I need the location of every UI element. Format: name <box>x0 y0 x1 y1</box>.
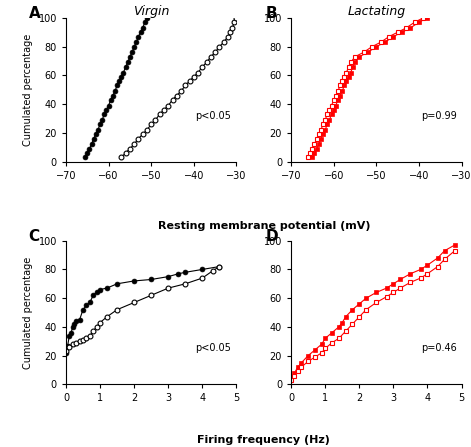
Text: p=0.99: p=0.99 <box>421 110 456 121</box>
Title: Virgin: Virgin <box>133 5 170 18</box>
Text: Firing frequency (Hz): Firing frequency (Hz) <box>197 435 330 445</box>
Text: C: C <box>28 229 40 244</box>
Title: Lactating: Lactating <box>347 5 406 18</box>
Text: p<0.05: p<0.05 <box>195 343 231 354</box>
Text: Resting membrane potential (mV): Resting membrane potential (mV) <box>157 221 370 231</box>
Text: B: B <box>266 6 277 21</box>
Y-axis label: Cumulated percentage: Cumulated percentage <box>23 34 33 146</box>
Text: D: D <box>266 229 278 244</box>
Text: p<0.05: p<0.05 <box>195 110 231 121</box>
Text: p=0.46: p=0.46 <box>421 343 456 354</box>
Text: A: A <box>28 6 40 21</box>
Y-axis label: Cumulated percentage: Cumulated percentage <box>23 257 33 369</box>
